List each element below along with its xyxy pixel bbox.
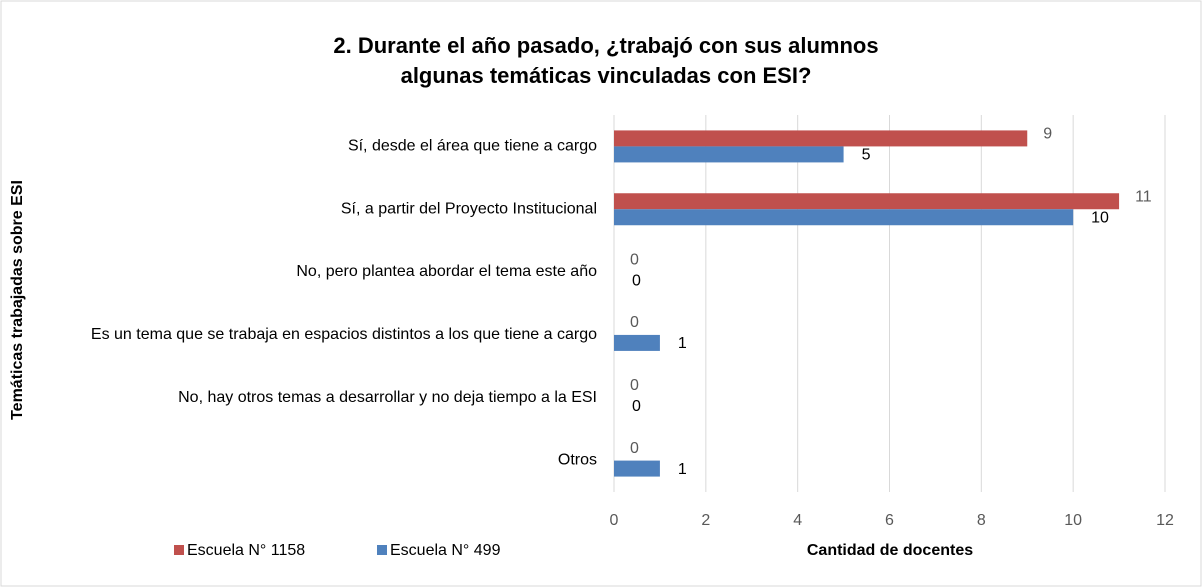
x-tick-label: 4 <box>793 512 802 529</box>
y-tick-label: Sí, desde el área que tiene a cargo <box>348 138 597 155</box>
bar <box>614 334 660 351</box>
y-tick-label: Es un tema que se trabaja en espacios di… <box>91 326 597 343</box>
x-tick-label: 12 <box>1156 512 1174 529</box>
data-label: 0 <box>630 440 639 457</box>
chart-title: algunas temáticas vinculadas con ESI? <box>401 63 812 88</box>
bar <box>614 130 1028 147</box>
data-label: 11 <box>1135 188 1152 205</box>
data-label: 0 <box>632 398 641 415</box>
legend-label: Escuela N° 499 <box>390 542 501 559</box>
data-label: 1 <box>678 335 687 352</box>
y-tick-label: Otros <box>558 452 597 469</box>
bar <box>614 460 660 477</box>
y-tick-label: Sí, a partir del Proyecto Institucional <box>341 200 597 217</box>
chart-title: 2. Durante el año pasado, ¿trabajó con s… <box>333 33 878 58</box>
x-tick-label: 0 <box>610 512 619 529</box>
y-tick-label: No, pero plantea abordar el tema este añ… <box>296 263 597 280</box>
x-tick-label: 6 <box>885 512 894 529</box>
legend-swatch <box>377 545 387 555</box>
data-label: 9 <box>1043 126 1052 143</box>
data-label: 0 <box>630 377 639 394</box>
data-label: 1 <box>678 461 687 478</box>
legend-swatch <box>174 545 184 555</box>
data-label: 10 <box>1091 209 1109 226</box>
data-label: 5 <box>862 147 871 164</box>
bar <box>614 146 844 163</box>
x-axis-title: Cantidad de docentes <box>807 542 973 559</box>
data-label: 0 <box>630 314 639 331</box>
bar <box>614 193 1120 210</box>
data-label: 0 <box>632 272 641 289</box>
y-tick-label: No, hay otros temas a desarrollar y no d… <box>178 389 597 406</box>
legend-label: Escuela N° 1158 <box>187 542 305 559</box>
x-tick-label: 8 <box>977 512 986 529</box>
y-axis-title: Temáticas trabajadas sobre ESI <box>9 180 26 420</box>
data-label: 0 <box>630 251 639 268</box>
bar <box>614 209 1074 226</box>
x-tick-label: 2 <box>701 512 710 529</box>
x-tick-label: 10 <box>1064 512 1082 529</box>
